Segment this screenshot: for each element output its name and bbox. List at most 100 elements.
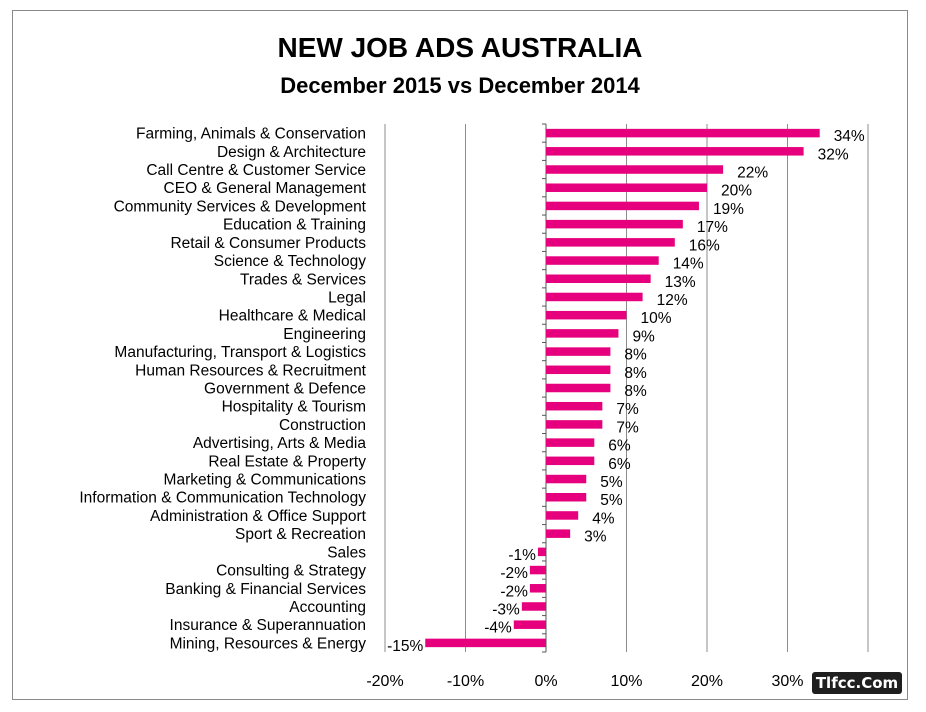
value-label: 8% [624, 383, 647, 400]
value-label: 22% [737, 165, 768, 182]
bar [546, 401, 603, 411]
bar [546, 420, 603, 429]
category-label: Accounting [289, 599, 366, 616]
category-label: Science & Technology [214, 253, 366, 270]
bar [537, 547, 546, 557]
value-label: 10% [641, 310, 672, 327]
bar [546, 128, 820, 138]
x-tick-label: -10% [447, 673, 484, 690]
value-label: 19% [713, 201, 744, 218]
x-tick-label: -20% [366, 673, 403, 690]
value-label: 12% [657, 292, 688, 309]
value-labels: 34%32%22%20%19%17%16%14%13%12%10%9%8%8%8… [387, 128, 865, 655]
category-label: Insurance & Superannuation [170, 617, 366, 634]
bar [513, 620, 546, 629]
bar [529, 565, 546, 575]
bar [546, 238, 675, 247]
category-label: Community Services & Development [114, 198, 367, 215]
bar [546, 292, 643, 302]
value-label: -4% [484, 620, 512, 637]
x-tick-labels: -20%-10%0%10%20%30%40% [366, 673, 884, 690]
value-label: 20% [721, 183, 752, 200]
chart-title: NEW JOB ADS AUSTRALIA [277, 32, 642, 63]
bar [546, 347, 611, 356]
value-label: 3% [584, 529, 607, 546]
value-label: -2% [500, 583, 528, 600]
category-label: Banking & Financial Services [165, 581, 366, 598]
value-label: -2% [500, 565, 528, 582]
bar [425, 638, 546, 648]
category-label: Engineering [283, 326, 366, 343]
category-label: CEO & General Management [164, 180, 367, 197]
bar [546, 183, 707, 192]
x-tick-label: 20% [691, 673, 723, 690]
category-label: Government & Defence [204, 381, 366, 398]
category-label: Education & Training [223, 217, 366, 234]
category-label: Design & Architecture [217, 144, 366, 161]
category-label: Human Resources & Recruitment [135, 362, 367, 379]
gridlines [384, 123, 869, 653]
bar [546, 147, 804, 156]
value-label: 13% [665, 274, 696, 291]
value-label: 16% [689, 237, 720, 254]
bar [546, 383, 611, 393]
bar [546, 219, 683, 229]
category-label: Retail & Consumer Products [170, 235, 366, 252]
value-label: 5% [600, 492, 623, 509]
watermark-logo: Tlfcc.Com [812, 672, 902, 694]
bar [546, 511, 579, 520]
value-label: 32% [818, 146, 849, 163]
value-label: 8% [624, 365, 647, 382]
category-label: Real Estate & Property [208, 453, 366, 470]
bar [529, 584, 546, 593]
bar [546, 329, 619, 338]
category-label: Legal [328, 289, 366, 306]
value-label: 5% [600, 474, 623, 491]
category-label: Sport & Recreation [235, 526, 366, 543]
category-label: Consulting & Strategy [216, 563, 366, 580]
category-label: Advertising, Arts & Media [193, 435, 367, 452]
value-label: 7% [616, 401, 639, 418]
x-tick-label: 30% [771, 673, 803, 690]
value-label: -3% [492, 601, 520, 618]
bar [546, 274, 651, 284]
category-label: Farming, Animals & Conservation [136, 126, 366, 143]
x-tick-label: 10% [610, 673, 642, 690]
chart-frame [12, 10, 908, 700]
value-label: -1% [508, 547, 536, 564]
x-tick-label: 0% [534, 673, 557, 690]
bar [546, 165, 724, 174]
value-label: 6% [608, 456, 631, 473]
bar [546, 256, 659, 265]
category-label: Manufacturing, Transport & Logistics [114, 344, 366, 361]
category-label: Construction [279, 417, 366, 434]
category-label: Sales [327, 544, 366, 561]
bar [546, 310, 627, 320]
bar [546, 474, 587, 484]
value-label: 14% [673, 256, 704, 273]
bars [425, 128, 820, 648]
bar [546, 201, 699, 211]
bar [521, 602, 546, 611]
bar [546, 365, 611, 375]
category-label: Call Centre & Customer Service [146, 162, 366, 179]
category-label: Administration & Office Support [150, 508, 367, 525]
value-label: -15% [387, 638, 423, 655]
value-label: 34% [834, 128, 865, 145]
bar [546, 529, 571, 538]
category-label: Hospitality & Tourism [222, 399, 366, 416]
value-label: 7% [616, 419, 639, 436]
bar [546, 438, 595, 447]
value-label: 6% [608, 438, 631, 455]
value-label: 9% [632, 328, 655, 345]
bar [546, 456, 595, 466]
chart-subtitle: December 2015 vs December 2014 [280, 73, 640, 98]
category-label: Trades & Services [240, 271, 366, 288]
bar [546, 492, 587, 502]
category-label: Mining, Resources & Energy [170, 635, 367, 652]
value-label: 4% [592, 510, 615, 527]
category-label: Information & Communication Technology [79, 490, 366, 507]
value-label: 17% [697, 219, 728, 236]
